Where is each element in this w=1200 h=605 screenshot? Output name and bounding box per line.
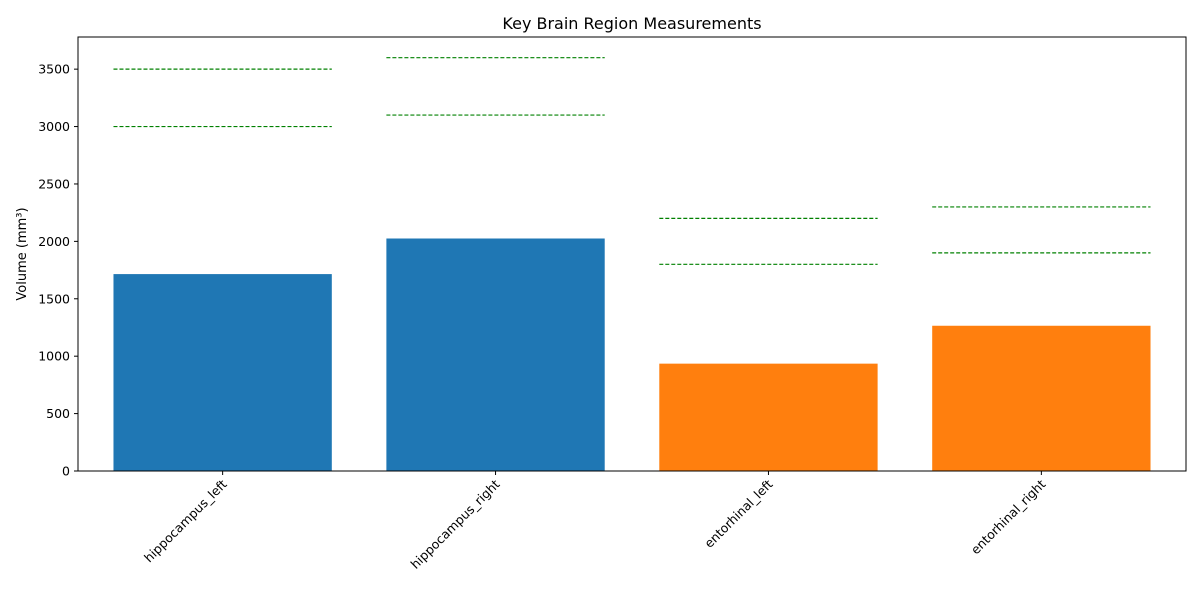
y-tick-label: 2500	[38, 176, 70, 191]
x-tick-label: hippocampus_right	[407, 476, 502, 571]
y-tick-label: 1000	[38, 349, 70, 364]
x-tick-label: hippocampus_left	[141, 476, 230, 565]
bar-hippocampus_left	[113, 274, 332, 471]
bar-entorhinal_left	[659, 363, 878, 471]
y-tick-label: 1500	[38, 291, 70, 306]
chart-title: Key Brain Region Measurements	[502, 14, 761, 33]
x-tick-label: entorhinal_right	[968, 476, 1049, 557]
plot-frame	[77, 36, 1187, 472]
bar-entorhinal_right	[932, 325, 1151, 471]
reference-lines-layer	[113, 57, 1151, 265]
y-axis-label: Volume (mm³)	[15, 207, 30, 300]
y-tick-label: 0	[62, 464, 70, 479]
y-tick-label: 3500	[38, 62, 70, 77]
bar-hippocampus_right	[386, 238, 605, 471]
x-tick-label: entorhinal_left	[701, 476, 775, 550]
bars-layer	[113, 238, 1151, 471]
y-tick-label: 500	[46, 406, 70, 421]
y-tick-label: 2000	[38, 234, 70, 249]
y-tick-label: 3000	[38, 119, 70, 134]
